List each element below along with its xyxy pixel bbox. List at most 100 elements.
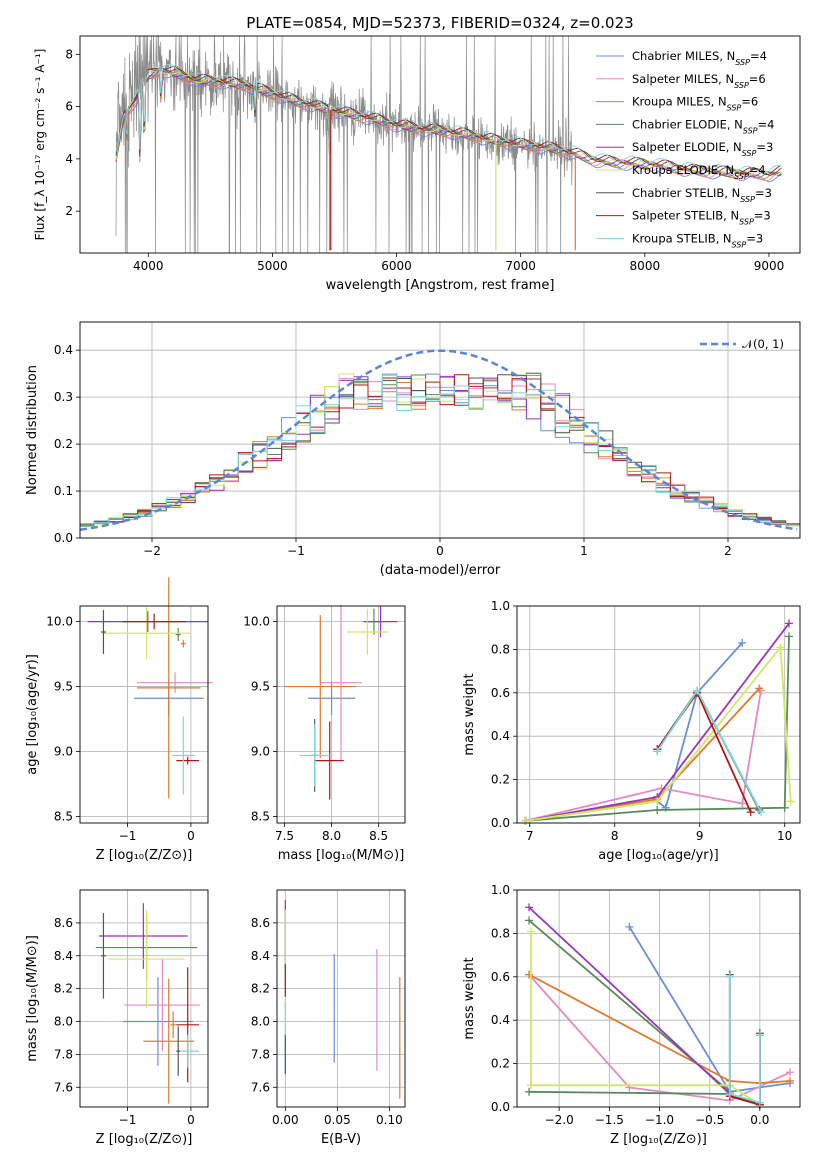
weight_vs_age-marker: [738, 799, 747, 808]
age_vs_Z-ylabel: age [log₁₀(age/yr)]: [25, 654, 40, 775]
weight_vs_age-marker: [738, 638, 747, 647]
weight_vs_Z-xlabel: Z [log₁₀(Z/Z⊙)]: [610, 1132, 707, 1147]
weight_vs_age-marker: [755, 684, 764, 693]
weight_vs_age-marker: [693, 686, 702, 695]
legend-tail: =3: [754, 209, 771, 223]
legend-tail: =6: [749, 72, 766, 86]
age_vs_mass-ytick-label: 10.0: [243, 615, 270, 629]
mass_vs_Z-ylabel: mass [log₁₀(M/M⊙)]: [25, 935, 40, 1062]
weight_vs_age-marker: [786, 797, 795, 806]
spectrum-ytick-label: 8: [65, 47, 73, 61]
spectrum-ytick-label: 2: [65, 204, 73, 218]
weight_vs_age-ytick-label: 0.0: [491, 816, 510, 830]
weight_vs_age-marker: [776, 643, 785, 652]
spectrum-xtick-label: 8000: [630, 259, 661, 273]
mass_vs_ebv-xtick-label: 0.05: [324, 1113, 351, 1127]
weight_vs_age-xlabel: age [log₁₀(age/yr)]: [598, 848, 719, 863]
age_vs_Z-frame: [79, 605, 209, 824]
weight_vs_Z-marker: [527, 927, 536, 936]
age_vs_Z-xtick-label: 0: [187, 829, 195, 843]
age_vs_Z-xlabel: Z [log₁₀(Z/Z⊙)]: [96, 848, 193, 863]
spectrum-model-salpeter_stelib: [115, 66, 782, 175]
mass_vs_Z-xtick-label: 0: [187, 1113, 195, 1127]
residuals-xtick-label: −2: [143, 544, 161, 558]
legend-label: Chabrier STELIB, N: [632, 186, 740, 200]
mass_vs_Z-xlabel: Z [log₁₀(Z/Z⊙)]: [96, 1132, 193, 1147]
weight_vs_age-series-kroupa_stelib: [656, 688, 762, 813]
mass_vs_ebv-ytick-label: 8.4: [251, 949, 270, 963]
legend-entry: Salpeter STELIB, NSSP=3: [632, 209, 771, 227]
weight_vs_age-xtick-label: 9: [696, 829, 704, 843]
weight_vs_Z-ytick-label: 0.4: [491, 1013, 510, 1027]
residuals-ylabel: Normed distribution: [25, 365, 40, 495]
weight_vs_Z-marker: [725, 1089, 734, 1098]
age_vs_mass-xtick-label: 8.0: [322, 829, 341, 843]
weight_vs_age-series-salpeter_stelib: [656, 690, 752, 813]
weight_vs_Z-series-kroupa_miles: [528, 973, 791, 1085]
legend-tail: =4: [750, 49, 767, 63]
weight_vs_age-marker: [756, 808, 765, 817]
weight_vs_age-marker: [653, 747, 662, 756]
weight_vs_Z-ylabel: mass weight: [462, 957, 477, 1039]
legend-tail: =6: [741, 95, 758, 109]
weight_vs_Z-marker: [755, 1031, 764, 1040]
weight_vs_Z-ytick-label: 0.8: [491, 926, 510, 940]
residuals-xtick-label: 2: [724, 544, 732, 558]
age_vs_Z-ytick-label: 10.0: [46, 615, 73, 629]
mass_vs_ebv-ytick-label: 7.8: [251, 1047, 270, 1061]
weight_vs_Z-ytick-label: 0.2: [491, 1057, 510, 1071]
weight_vs_Z-marker: [625, 922, 634, 931]
mass_vs_ebv-xtick-label: 0.00: [272, 1113, 299, 1127]
residuals-gaussian-curve: [80, 349, 798, 532]
residuals-ytick-label: 0.1: [54, 484, 73, 498]
weight_vs_age-ytick-label: 1.0: [491, 599, 510, 613]
residuals-ytick-label: 0.3: [54, 390, 73, 404]
legend-entry: Salpeter ELODIE, NSSP=3: [632, 140, 773, 158]
weight_vs_Z-ytick-label: 0.0: [491, 1100, 510, 1114]
age_vs_mass-xlabel: mass [log₁₀(M/M⊙)]: [278, 848, 405, 863]
weight_vs_age-marker: [784, 632, 793, 641]
legend-tail: =3: [756, 140, 773, 154]
residuals-frame: [79, 321, 801, 539]
weight_vs_age-ytick-label: 0.8: [491, 642, 510, 656]
weight_vs_age-marker: [653, 797, 662, 806]
spectrum-model-kroupa_stelib: [115, 64, 782, 174]
spectrum-xtick-label: 7000: [505, 259, 536, 273]
legend-entry: Kroupa STELIB, NSSP=3: [632, 231, 763, 249]
weight_vs_Z-ytick-label: 1.0: [491, 883, 510, 897]
spectrum-xlabel: wavelength [Angstrom, rest frame]: [326, 278, 555, 293]
age_vs_Z-ytick-label: 9.0: [54, 745, 73, 759]
legend-label: Kroupa STELIB, N: [632, 231, 732, 245]
weight_vs_age-marker: [653, 805, 662, 814]
legend-entry: Kroupa ELODIE, NSSP=4: [632, 163, 766, 181]
legend-label: Salpeter MILES, N: [632, 72, 734, 86]
weight_vs_age-xtick-label: 8: [611, 829, 619, 843]
residuals-xtick-label: 1: [580, 544, 588, 558]
legend-sub: SSP: [739, 217, 754, 226]
weight_vs_Z-series-salpeter_elodie: [528, 906, 761, 1106]
legend-label: Salpeter ELODIE, N: [632, 140, 742, 154]
weight_vs_age-series-kroupa_elodie: [525, 644, 792, 822]
spectrum-xtick-label: 9000: [754, 259, 785, 273]
age_vs_mass-xtick-label: 7.5: [275, 829, 294, 843]
legend-sub: SSP: [743, 126, 758, 135]
mass_vs_ebv-ytick-label: 7.6: [251, 1080, 270, 1094]
residuals-legend-label: 𝒩(0, 1): [742, 337, 784, 351]
data-layer: [80, 36, 800, 1109]
mass_vs_ebv-ytick-label: 8.6: [251, 916, 270, 930]
weight_vs_Z-marker: [525, 1087, 534, 1096]
residuals-ytick-label: 0.2: [54, 437, 73, 451]
residuals-xtick-label: 0: [436, 544, 444, 558]
age_vs_Z-ytick-label: 9.5: [54, 680, 73, 694]
legend-label: Chabrier ELODIE, N: [632, 117, 743, 131]
mass_vs_ebv-xtick-label: 0.10: [376, 1113, 403, 1127]
weight_vs_Z-marker: [527, 1081, 536, 1090]
legend-label: Chabrier MILES, N: [632, 49, 735, 63]
legend-sub: SSP: [740, 194, 755, 203]
weight_vs_Z-xtick-label: −1.5: [595, 1113, 624, 1127]
weight_vs_Z-marker: [525, 916, 534, 925]
spectrum-ytick-label: 6: [65, 100, 73, 114]
frame-layer: [76, 35, 801, 1111]
spectrum-xtick-label: 4000: [133, 259, 164, 273]
